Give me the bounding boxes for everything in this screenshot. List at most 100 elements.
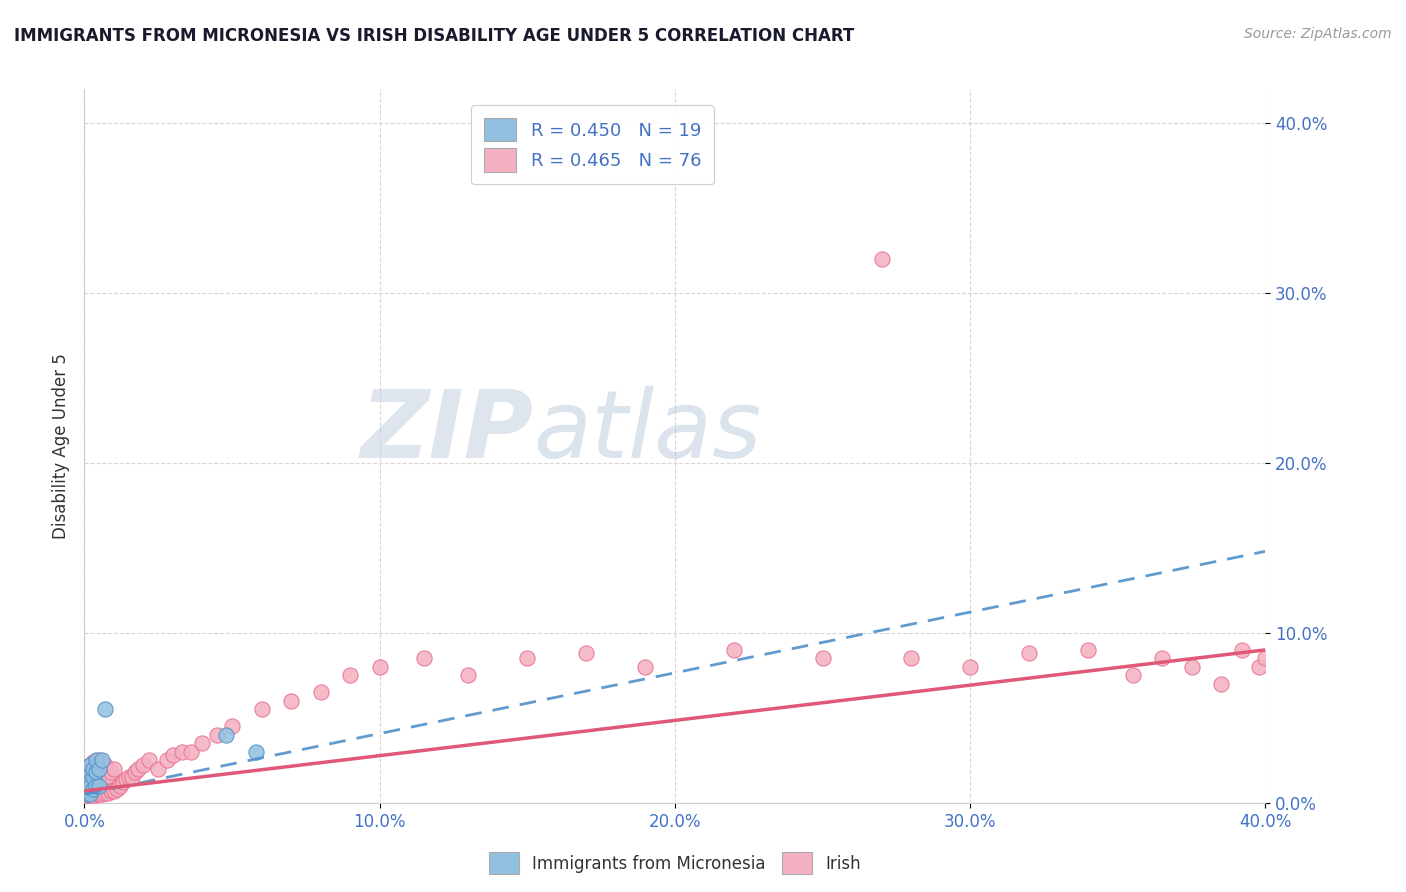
Point xyxy=(250,702,273,716)
Point xyxy=(87,779,111,793)
Point xyxy=(127,762,149,776)
Point xyxy=(94,758,117,772)
Point xyxy=(87,762,111,776)
Point xyxy=(76,769,98,783)
Point xyxy=(79,765,101,780)
Point xyxy=(76,789,98,803)
Point xyxy=(162,748,184,763)
Point xyxy=(91,775,114,789)
Point xyxy=(1254,651,1277,665)
Point xyxy=(82,782,104,797)
Point xyxy=(634,660,657,674)
Point xyxy=(124,765,146,780)
Point xyxy=(82,762,104,776)
Point xyxy=(132,758,155,772)
Point xyxy=(82,765,104,780)
Point xyxy=(84,787,107,801)
Point xyxy=(1122,668,1144,682)
Point xyxy=(100,784,122,798)
Point xyxy=(368,660,391,674)
Point xyxy=(82,755,104,769)
Point xyxy=(79,758,101,772)
Point xyxy=(221,719,243,733)
Point xyxy=(1249,660,1271,674)
Point xyxy=(79,787,101,801)
Point xyxy=(215,728,238,742)
Point xyxy=(79,765,101,780)
Point xyxy=(870,252,893,266)
Point xyxy=(82,775,104,789)
Point xyxy=(91,753,114,767)
Point xyxy=(723,643,745,657)
Point xyxy=(959,660,981,674)
Point xyxy=(413,651,436,665)
Point xyxy=(87,753,111,767)
Point xyxy=(103,784,125,798)
Point xyxy=(87,765,111,780)
Point xyxy=(245,745,267,759)
Point xyxy=(575,646,598,660)
Point xyxy=(105,782,128,797)
Point xyxy=(79,779,101,793)
Point xyxy=(1150,651,1173,665)
Point xyxy=(170,745,193,759)
Point xyxy=(82,770,104,784)
Point xyxy=(111,775,134,789)
Y-axis label: Disability Age Under 5: Disability Age Under 5 xyxy=(52,353,70,539)
Point xyxy=(84,779,107,793)
Point xyxy=(97,786,120,800)
Text: atlas: atlas xyxy=(533,386,762,477)
Point xyxy=(84,758,107,772)
Point xyxy=(76,784,98,798)
Point xyxy=(103,762,125,776)
Point xyxy=(114,772,136,786)
Point xyxy=(79,789,101,803)
Legend: Immigrants from Micronesia, Irish: Immigrants from Micronesia, Irish xyxy=(475,839,875,888)
Point xyxy=(79,758,101,772)
Point xyxy=(1077,643,1099,657)
Point xyxy=(82,784,104,798)
Point xyxy=(76,779,98,793)
Point xyxy=(76,782,98,797)
Point xyxy=(108,779,131,793)
Point xyxy=(79,784,101,798)
Point xyxy=(1018,646,1040,660)
Point xyxy=(87,779,111,793)
Point xyxy=(180,745,202,759)
Point xyxy=(87,787,111,801)
Text: Source: ZipAtlas.com: Source: ZipAtlas.com xyxy=(1244,27,1392,41)
Point xyxy=(84,765,107,780)
Point xyxy=(156,753,179,767)
Point xyxy=(1230,643,1253,657)
Text: ZIP: ZIP xyxy=(360,385,533,478)
Point xyxy=(138,753,160,767)
Point xyxy=(76,775,98,789)
Point xyxy=(94,772,117,786)
Point xyxy=(97,769,120,783)
Point xyxy=(82,789,104,803)
Point xyxy=(84,779,107,793)
Point xyxy=(91,787,114,801)
Point xyxy=(91,762,114,776)
Point xyxy=(121,770,143,784)
Point xyxy=(457,668,479,682)
Point xyxy=(84,769,107,783)
Text: IMMIGRANTS FROM MICRONESIA VS IRISH DISABILITY AGE UNDER 5 CORRELATION CHART: IMMIGRANTS FROM MICRONESIA VS IRISH DISA… xyxy=(14,27,855,45)
Point xyxy=(100,765,122,780)
Point xyxy=(900,651,922,665)
Point xyxy=(1180,660,1202,674)
Point xyxy=(84,753,107,767)
Point xyxy=(811,651,834,665)
Point xyxy=(280,694,302,708)
Point xyxy=(79,775,101,789)
Point xyxy=(94,786,117,800)
Point xyxy=(205,728,228,742)
Point xyxy=(118,770,141,784)
Point xyxy=(94,702,117,716)
Point xyxy=(191,736,214,750)
Point xyxy=(76,787,98,801)
Point xyxy=(516,651,538,665)
Point xyxy=(1209,677,1232,691)
Point xyxy=(148,762,170,776)
Point xyxy=(339,668,361,682)
